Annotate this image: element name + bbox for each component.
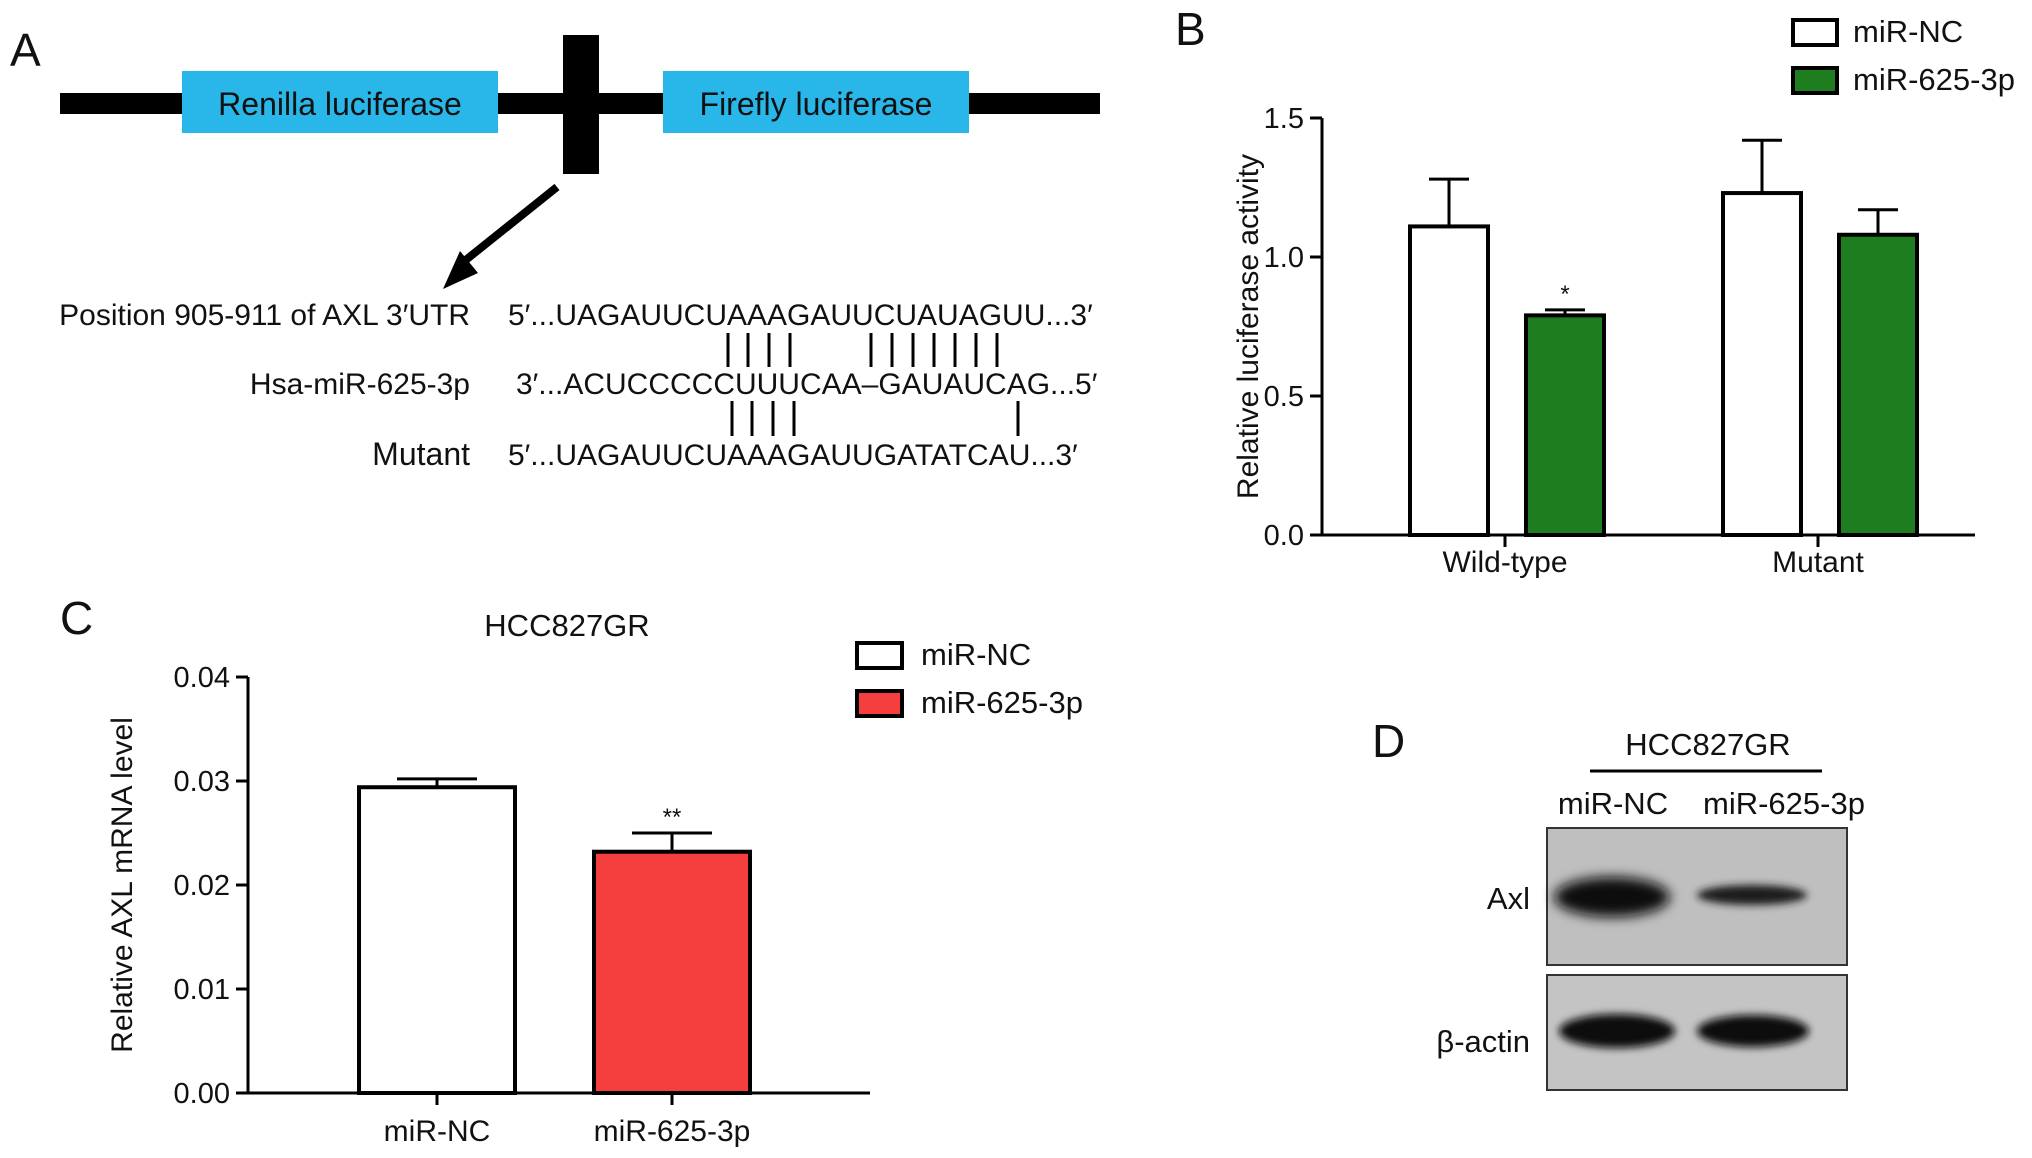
legend-label: miR-NC — [1853, 14, 1963, 49]
seq-row-3-label: Mutant — [372, 436, 470, 472]
y-tick-label: 0.0 — [1264, 520, 1304, 552]
blot-axl-band-lane-2 — [1697, 885, 1807, 905]
pairing-lines-bottom — [730, 401, 1020, 436]
firefly-box — [663, 71, 969, 133]
significance-marker: ** — [663, 804, 682, 831]
bar — [1408, 224, 1490, 537]
seq-row-1-label: Position 905-911 of AXL 3′UTR — [59, 299, 470, 332]
legend-swatch — [1791, 18, 1839, 47]
y-axis-title: Relative AXL mRNA level — [106, 717, 139, 1053]
pairing-lines-top — [726, 333, 999, 367]
panel-c: C HCC827GR 0.00 0.01 0.02 0.03 0.04 Relative A… — [60, 592, 1083, 1148]
y-tick-label: 0.03 — [174, 766, 230, 798]
blot-actin-band-lane-1 — [1559, 1014, 1675, 1048]
y-tick-label: 1.5 — [1264, 103, 1304, 135]
chart-b: 0.0 0.5 1.0 1.5 Relative luciferase activity… — [1232, 14, 2015, 579]
chart-title: HCC827GR — [484, 608, 649, 643]
blot-lane-2-label: miR-625-3p — [1703, 786, 1865, 821]
y-tick-label: 0.02 — [174, 870, 230, 902]
firefly-label: Firefly luciferase — [700, 86, 933, 122]
panel-a: A Renilla luciferase Firefly luciferase … — [10, 24, 1100, 472]
renilla-box — [182, 71, 498, 133]
blot-axl-label: Axl — [1487, 881, 1530, 916]
legend-label: miR-NC — [921, 637, 1031, 672]
panel-a-letter: A — [10, 24, 41, 76]
blot-actin-label: β-actin — [1436, 1024, 1530, 1059]
renilla-label: Renilla luciferase — [218, 86, 462, 122]
y-axis-title: Relative luciferase activity — [1232, 154, 1265, 499]
bar — [1721, 191, 1803, 537]
blot-axl-band-lane-1 — [1554, 877, 1670, 917]
panel-b: B 0.0 0.5 1.0 1.5 Relative luciferase activi… — [1175, 3, 2015, 579]
panel-b-letter: B — [1175, 3, 1206, 55]
bar — [1524, 313, 1606, 537]
bar — [1837, 232, 1919, 537]
panel-d: D HCC827GR miR-NC miR-625-3p Axl β-actin — [1372, 715, 1865, 1091]
y-tick-label: 0.00 — [174, 1078, 230, 1110]
seq-row-3: 5′...UAGAUUCUAAAGAUUGATATCAU...3′ — [508, 439, 1078, 472]
blot-cell-line: HCC827GR — [1625, 727, 1790, 762]
bar — [592, 849, 752, 1095]
x-category-label: miR-625-3p — [594, 1115, 751, 1148]
panel-d-letter: D — [1372, 715, 1405, 767]
x-category-label: Mutant — [1772, 546, 1864, 579]
arrow-head — [443, 251, 478, 289]
seq-row-1: 5′...UAGAUUCUAAAGAUUCUAUAGUU...3′ — [508, 299, 1093, 332]
y-tick-label: 1.0 — [1264, 242, 1304, 274]
y-tick-label: 0.04 — [174, 662, 230, 694]
arrow-shaft — [459, 183, 560, 267]
legend-swatch — [1791, 66, 1839, 95]
legend-swatch — [855, 689, 904, 718]
y-tick-label: 0.01 — [174, 974, 230, 1006]
panel-c-letter: C — [60, 592, 93, 644]
seq-row-2: 3′...ACUCCCCCUUUCAA–GAUAUCAG...5′ — [516, 368, 1098, 401]
legend-label: miR-625-3p — [1853, 62, 2015, 97]
utr-insert-marker — [563, 35, 599, 174]
chart-c: HCC827GR 0.00 0.01 0.02 0.03 0.04 Relative AXL… — [106, 608, 1083, 1148]
bar — [357, 785, 517, 1095]
x-category-label: Wild-type — [1442, 546, 1567, 579]
y-tick-label: 0.5 — [1264, 381, 1304, 413]
x-category-label: miR-NC — [384, 1115, 491, 1148]
legend-swatch — [855, 641, 904, 670]
significance-marker: * — [1560, 281, 1569, 308]
blot-lane-1-label: miR-NC — [1558, 786, 1668, 821]
seq-row-2-label: Hsa-miR-625-3p — [250, 368, 470, 401]
blot-actin-band-lane-2 — [1697, 1015, 1809, 1047]
legend-label: miR-625-3p — [921, 685, 1083, 720]
